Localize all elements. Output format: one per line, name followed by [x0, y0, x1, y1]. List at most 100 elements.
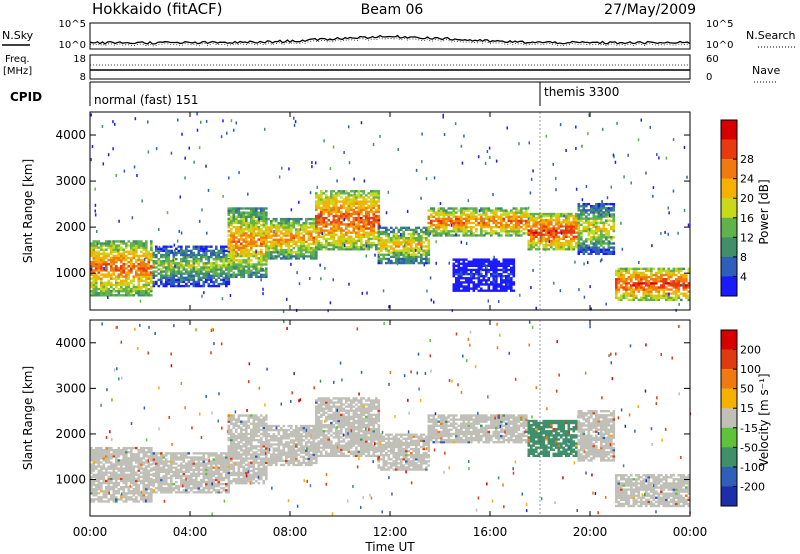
power-cell: [97, 277, 101, 280]
power-cell: [332, 210, 336, 214]
power-cell: [577, 227, 581, 231]
power-cell: [635, 271, 638, 275]
power-cell: [597, 248, 601, 251]
power-cell: [435, 230, 438, 233]
power-cell: [370, 227, 373, 230]
power-cell: [330, 200, 333, 203]
power-cell: [502, 270, 506, 274]
power-cell: [540, 212, 543, 216]
power-cell: [260, 244, 263, 247]
power-cell: [597, 209, 601, 212]
power-cell: [247, 225, 251, 229]
power-cell: [485, 283, 488, 286]
power-cell: [352, 216, 356, 220]
power-cell: [262, 257, 266, 260]
power-cell: [325, 241, 328, 245]
power-cell: [602, 213, 606, 216]
power-cell: [472, 221, 476, 225]
power-cell: [395, 255, 398, 259]
power-cell: [270, 224, 273, 227]
velocity-cell: [97, 459, 101, 462]
power-cell: [395, 249, 398, 252]
power-cell: [340, 190, 343, 193]
power-cell: [470, 264, 473, 268]
power-cell: [570, 231, 573, 234]
power-cell: [335, 227, 338, 230]
power-cell: [330, 248, 333, 251]
power-cell: [135, 240, 138, 243]
power-cell: [92, 273, 96, 276]
power-cell: [167, 266, 171, 269]
velocity-cell: [105, 448, 108, 452]
power-cell: [580, 234, 583, 237]
power-cell: [442, 215, 446, 218]
power-cell: [577, 215, 581, 218]
power-cell: [92, 250, 96, 253]
power-cell: [552, 237, 556, 241]
power-cell: [445, 230, 448, 233]
power-cell: [517, 234, 521, 237]
power-cell: [267, 236, 271, 239]
power-cell: [265, 263, 268, 266]
power-cell: [245, 219, 248, 223]
power-cell: [492, 225, 496, 229]
power-cell: [100, 289, 103, 293]
power-cell: [615, 280, 618, 283]
power-cell: [597, 211, 601, 214]
power-cell: [117, 250, 121, 253]
power-cell: [621, 247, 624, 251]
power-cell: [287, 228, 291, 231]
power-cell: [507, 219, 511, 223]
power-cell: [235, 259, 238, 262]
power-cell: [277, 244, 281, 248]
power-cell: [477, 289, 481, 292]
power-cell: [397, 257, 401, 261]
power-cell: [395, 232, 398, 236]
power-cell: [115, 244, 118, 247]
power-cell: [457, 266, 461, 270]
power-cell: [685, 288, 688, 291]
power-cell: [102, 254, 106, 258]
power-cell: [137, 254, 141, 258]
power-cell: [395, 237, 398, 240]
power-cell: [117, 248, 121, 251]
power-cell: [680, 275, 683, 279]
power-cell: [255, 213, 258, 216]
power-cell: [490, 225, 493, 229]
power-cell: [162, 262, 166, 265]
power-cell: [495, 264, 498, 268]
power-cell: [152, 253, 156, 257]
power-cell: [317, 248, 321, 251]
power-cell: [560, 229, 563, 232]
velocity-cell: [115, 492, 118, 495]
power-cell: [257, 213, 261, 216]
power-cell: [130, 260, 133, 264]
power-cell: [377, 192, 381, 195]
power-cell: [585, 221, 588, 224]
power-cell: [517, 221, 521, 225]
power-cell: [507, 260, 511, 263]
power-cell: [262, 259, 266, 262]
power-cell: [270, 251, 273, 254]
power-cell: [357, 223, 361, 226]
power-cell: [260, 217, 263, 221]
power-cell: [462, 285, 466, 288]
power-cell: [280, 219, 283, 223]
power-cell: [397, 251, 401, 254]
power-cell: [285, 255, 288, 258]
power-cell: [307, 230, 311, 233]
power-cell: [412, 230, 416, 234]
power-cell: [107, 244, 111, 247]
power-cell: [577, 217, 581, 220]
power-cell: [352, 243, 356, 247]
power-cell: [494, 277, 497, 281]
power-cell: [200, 278, 203, 282]
power-cell: [405, 253, 408, 256]
power-cell: [362, 206, 366, 209]
velocity-cell: [117, 461, 121, 464]
power-cell: [242, 246, 246, 250]
power-cell: [457, 275, 461, 278]
power-cell: [107, 281, 111, 285]
power-cell: [327, 243, 331, 247]
power-cell: [197, 270, 201, 273]
